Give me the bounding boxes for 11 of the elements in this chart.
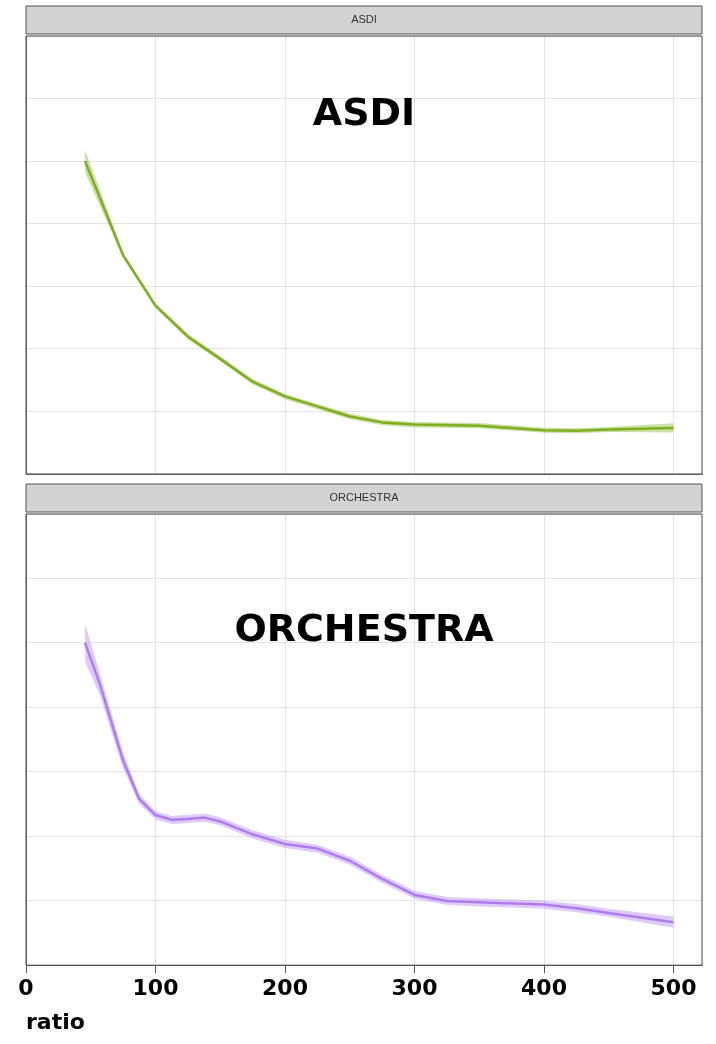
chart-title: ORCHESTRA	[329, 491, 400, 504]
text: ASDI	[312, 89, 416, 134]
x-tick-label: 300	[391, 975, 438, 1001]
x-tick-label: 400	[521, 975, 567, 1001]
x-tick-label: 500	[650, 975, 697, 1001]
chart-title: ASDI	[351, 13, 377, 26]
x-tick-label: 200	[262, 975, 308, 1001]
x-tick-label: 0	[18, 975, 34, 1001]
x-axis-title: ratio	[26, 1008, 85, 1034]
annotation: ORCHESTRA	[234, 606, 495, 651]
x-tick-label: 100	[132, 975, 179, 1001]
